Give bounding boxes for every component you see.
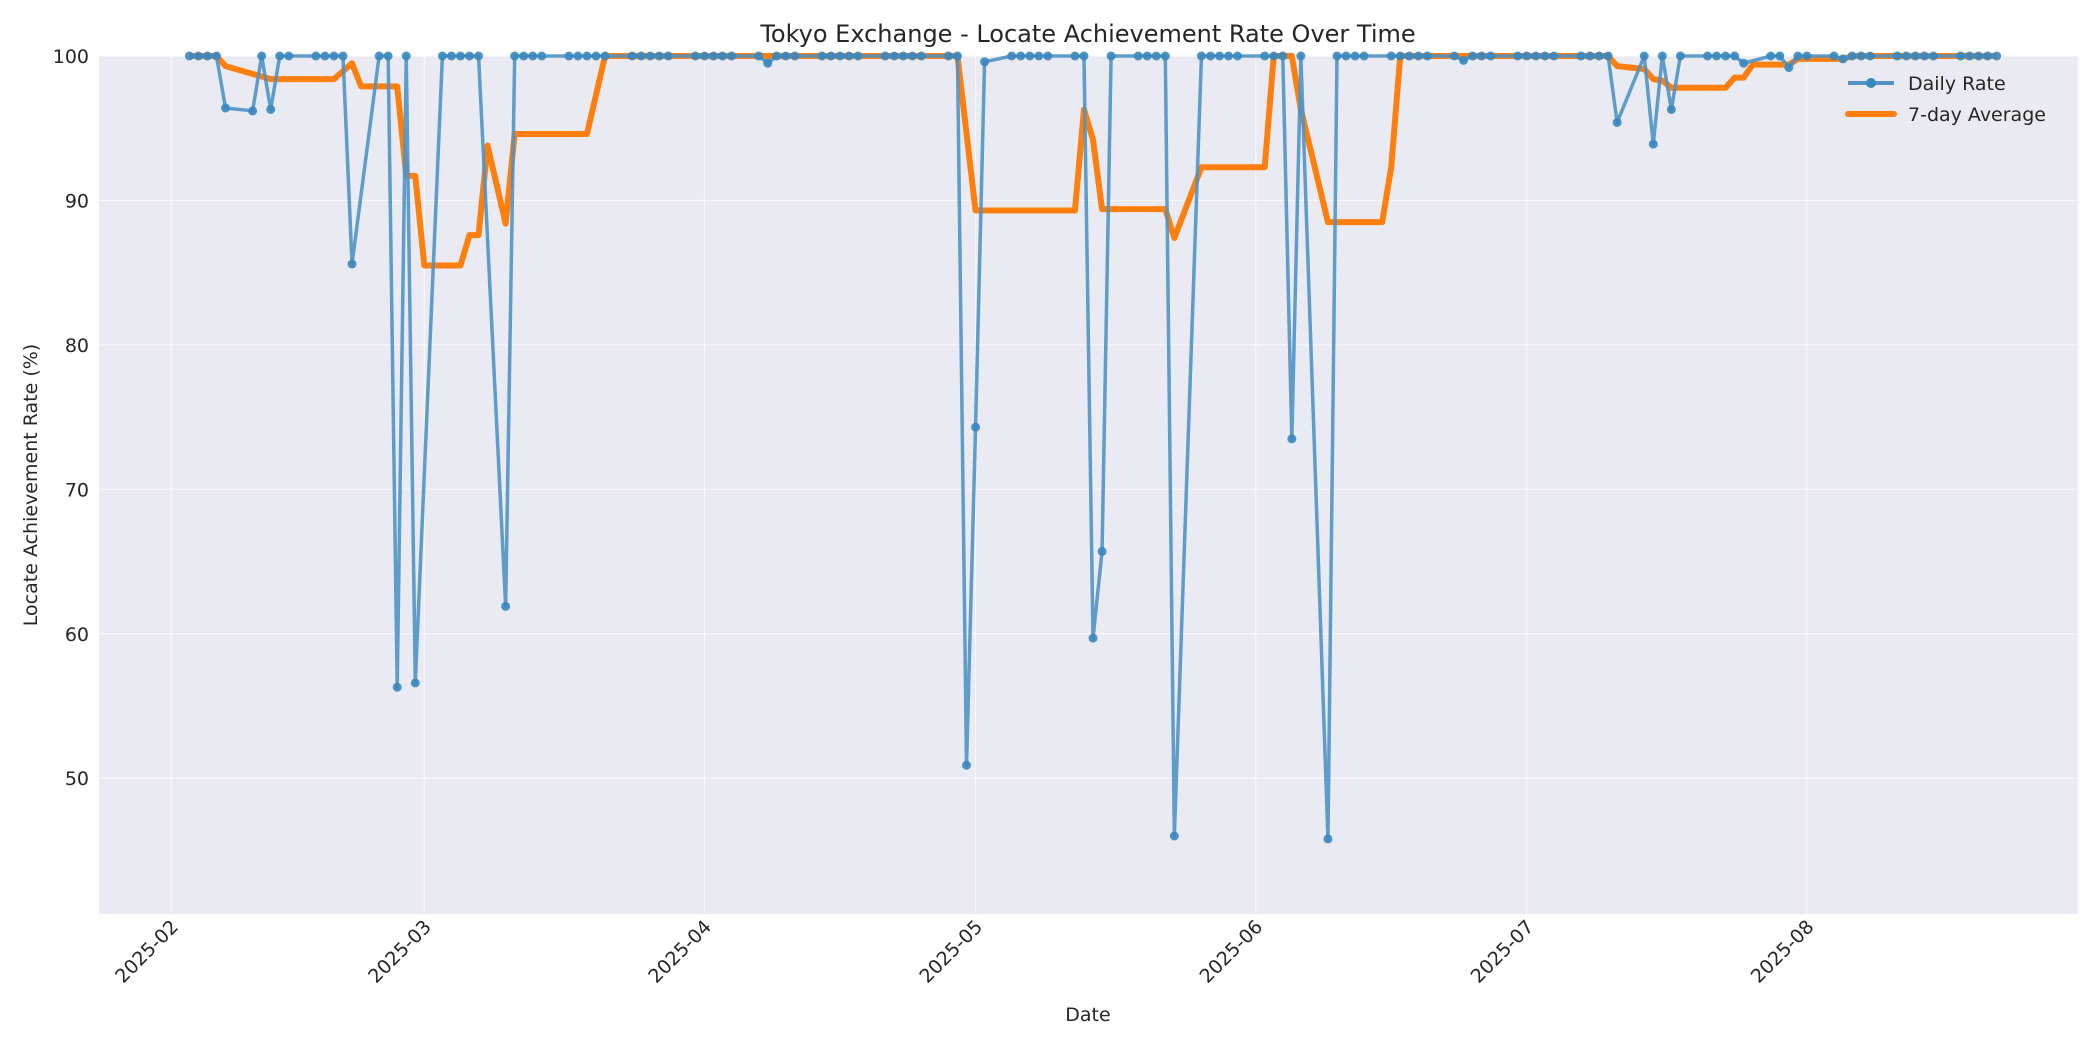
x-tick-label: 2025-03 [364,916,436,988]
y-tick-label: 90 [65,190,89,212]
y-axis-ticks: 50 60 70 80 90 100 [53,46,89,790]
y-axis-label: Locate Achievement Rate (%) [20,344,42,626]
y-tick-label: 70 [65,479,89,501]
y-tick-label: 50 [65,768,89,790]
x-tick-label: 2025-02 [111,916,183,988]
y-tick-label: 100 [53,46,89,68]
plot-area [99,56,2078,914]
x-tick-label: 2025-04 [644,916,716,988]
x-tick-label: 2025-05 [915,916,987,988]
y-tick-label: 80 [65,335,89,357]
x-tick-label: 2025-07 [1467,916,1539,988]
x-tick-label: 2025-08 [1747,916,1819,988]
x-axis-label: Date [1065,1004,1110,1026]
legend: Daily Rate 7-day Average [1845,73,2046,126]
legend-daily-rate: Daily Rate [1908,73,2006,95]
legend-7day-average: 7-day Average [1908,104,2046,126]
chart-title: Tokyo Exchange - Locate Achievement Rate… [759,20,1415,48]
x-tick-label: 2025-06 [1196,916,1268,988]
x-axis-ticks: 2025-02 2025-03 2025-04 2025-05 2025-06 2025-… [111,916,1818,988]
daily-rate-legend-marker-icon [1866,78,1876,88]
y-tick-label: 60 [65,624,89,646]
series-daily-rate [184,51,2002,844]
